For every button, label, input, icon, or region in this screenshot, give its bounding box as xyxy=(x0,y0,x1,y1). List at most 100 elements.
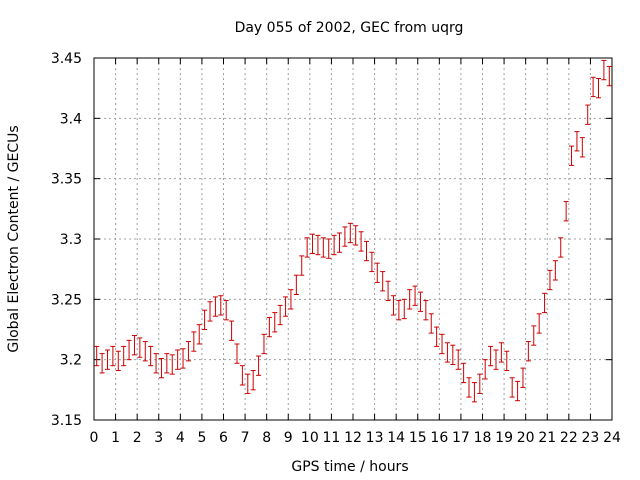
y-tick-label: 3.3 xyxy=(60,232,82,248)
data-point xyxy=(439,333,445,355)
data-point xyxy=(423,300,429,321)
data-point xyxy=(175,349,181,370)
data-point xyxy=(331,234,337,256)
x-tick-label: 5 xyxy=(197,430,206,446)
data-point xyxy=(234,343,240,364)
data-point xyxy=(164,353,170,374)
x-tick-label: 23 xyxy=(582,430,600,446)
data-point xyxy=(256,355,262,376)
x-tick-label: 24 xyxy=(603,430,621,446)
data-point xyxy=(509,377,515,398)
x-tick-label: 2 xyxy=(133,430,142,446)
data-point xyxy=(380,271,386,292)
data-point xyxy=(293,274,299,296)
data-point xyxy=(525,341,531,362)
data-point xyxy=(455,349,461,370)
data-point xyxy=(407,289,413,310)
grid-lines xyxy=(94,58,612,420)
data-point xyxy=(531,325,537,346)
x-tick-label: 13 xyxy=(366,430,384,446)
x-axis-tick-labels: 0 1 2 3 4 5 6 7 8 9 10 11 12 13 14 15 16 17 18 19 20 21 22 23 24 xyxy=(90,430,621,446)
data-point xyxy=(347,222,353,244)
data-point xyxy=(466,377,472,398)
x-tick-label: 18 xyxy=(474,430,492,446)
data-point xyxy=(396,300,402,321)
data-point xyxy=(121,345,127,367)
data-point xyxy=(304,237,310,258)
x-tick-label: 1 xyxy=(111,430,120,446)
data-point xyxy=(239,365,245,386)
data-point xyxy=(126,339,132,361)
x-tick-label: 12 xyxy=(344,430,362,446)
x-tick-label: 0 xyxy=(90,430,99,446)
data-point xyxy=(326,238,332,259)
data-point xyxy=(180,348,186,369)
data-point xyxy=(450,344,456,365)
data-point xyxy=(515,380,521,402)
data-point xyxy=(477,373,483,394)
data-point xyxy=(353,225,359,246)
data-point xyxy=(212,296,218,317)
data-point xyxy=(504,350,510,372)
data-point xyxy=(223,300,229,321)
x-tick-label: 16 xyxy=(430,430,448,446)
y-tick-label: 3.25 xyxy=(51,292,82,308)
x-tick-label: 11 xyxy=(323,430,341,446)
data-point xyxy=(142,341,148,362)
data-point xyxy=(606,65,612,87)
data-point xyxy=(363,240,369,262)
data-point xyxy=(563,201,569,222)
data-point xyxy=(299,255,305,276)
x-tick-label: 4 xyxy=(176,430,185,446)
data-point xyxy=(390,295,396,316)
data-point xyxy=(498,342,504,363)
data-point xyxy=(110,345,116,367)
data-point xyxy=(590,76,596,98)
x-tick-label: 10 xyxy=(301,430,319,446)
data-point xyxy=(461,362,467,384)
data-point xyxy=(229,320,235,341)
data-point xyxy=(310,233,316,254)
data-point xyxy=(585,104,591,125)
data-point xyxy=(185,341,191,362)
data-point xyxy=(250,370,256,391)
data-point xyxy=(261,333,267,355)
data-point xyxy=(207,301,213,322)
data-point xyxy=(488,345,494,367)
data-point xyxy=(191,331,197,352)
chart-title: Day 055 of 2002, GEC from uqrg xyxy=(235,20,464,36)
data-point xyxy=(569,145,575,166)
data-point xyxy=(444,342,450,363)
data-point xyxy=(369,251,375,273)
data-series xyxy=(94,59,612,403)
data-point xyxy=(288,289,294,310)
x-tick-label: 19 xyxy=(495,430,513,446)
data-point xyxy=(283,296,289,317)
data-point xyxy=(579,137,585,158)
data-point xyxy=(342,226,348,247)
data-point xyxy=(547,269,553,291)
x-tick-label: 20 xyxy=(517,430,535,446)
data-point xyxy=(104,349,110,370)
data-point xyxy=(401,298,407,320)
data-point xyxy=(131,335,137,356)
x-axis-label: GPS time / hours xyxy=(291,459,408,475)
x-tick-label: 17 xyxy=(452,430,470,446)
data-point xyxy=(196,324,202,345)
y-axis-label: Global Electron Content / GECUs xyxy=(6,125,22,352)
axis-ticks xyxy=(93,57,613,421)
x-tick-label: 15 xyxy=(409,430,427,446)
data-point xyxy=(385,280,391,302)
data-point xyxy=(412,285,418,306)
data-point xyxy=(337,232,343,253)
data-point xyxy=(320,237,326,258)
data-point xyxy=(202,309,208,330)
data-point xyxy=(277,304,283,326)
data-point xyxy=(374,262,380,283)
data-point xyxy=(558,237,564,258)
data-point xyxy=(471,382,477,403)
data-point xyxy=(94,345,100,367)
x-tick-label: 22 xyxy=(560,430,578,446)
data-point xyxy=(115,350,121,372)
